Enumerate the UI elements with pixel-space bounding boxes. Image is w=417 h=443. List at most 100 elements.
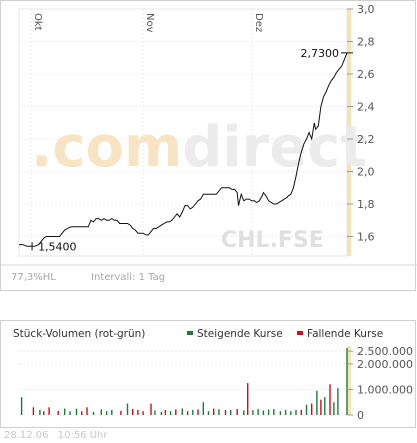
volume-y-tick-label: 2.500.000 (357, 345, 413, 358)
price-y-axis: 1,6 1,8 2,0 2,2 2,4 2,6 2,8 3,0 Okt Nov Dez (32, 3, 375, 244)
volume-bar (273, 409, 275, 415)
volume-bar (43, 411, 45, 415)
volume-bar (169, 411, 172, 415)
price-last-label: 2,7300 (301, 47, 340, 60)
volume-bar (160, 411, 163, 415)
volume-legend: Steigende Kurse Fallende Kurse (187, 328, 383, 340)
volume-bar (324, 397, 326, 415)
volume-bar (236, 409, 238, 415)
volume-bar (192, 409, 194, 415)
volume-chart: Stück-Volumen (rot-grün) Steigende Kurse… (13, 328, 413, 422)
volume-bar (120, 410, 122, 415)
legend-label: Fallende Kurse (307, 328, 383, 340)
volume-bar (150, 403, 152, 415)
volume-bars (20, 348, 348, 415)
volume-bar (154, 410, 156, 415)
price-y-tick-label: 2,6 (357, 68, 375, 81)
price-y-tick-label: 2,0 (357, 166, 375, 179)
volume-bar (267, 409, 270, 415)
volume-bar (218, 409, 220, 415)
volume-bar (320, 399, 322, 415)
volume-bar (316, 390, 318, 415)
volume-bar (279, 411, 282, 415)
volume-bar (57, 410, 59, 415)
volume-bar (230, 409, 232, 415)
price-x-tick-label: Okt (32, 13, 43, 31)
watermark-symbol: CHL.FSE (221, 228, 324, 253)
volume-bar (202, 402, 204, 415)
volume-right-band (347, 346, 351, 415)
price-low-label: 1,5400 (38, 240, 77, 253)
volume-bar (207, 411, 210, 415)
interval-label: Intervall: 1 Tag (91, 272, 165, 283)
price-y-tick-label: 1,6 (357, 231, 375, 244)
volume-y-tick-label: 0 (357, 409, 364, 422)
price-right-band (347, 9, 351, 256)
volume-bar (132, 408, 134, 415)
price-x-tick-label: Dez (253, 13, 264, 32)
volume-bar (252, 410, 254, 415)
footer-date: 28.12.06 (4, 430, 49, 441)
volume-bar (69, 411, 71, 415)
hl-percentage: 77,3%HL (11, 272, 56, 283)
volume-bar (186, 411, 189, 415)
price-y-tick-label: 2,8 (357, 36, 375, 49)
price-y-tick-label: 3,0 (357, 3, 375, 16)
volume-bar (284, 409, 287, 415)
volume-y-tick-label: 2.000.000 (357, 358, 413, 371)
volume-bar (32, 407, 35, 415)
volume-bar (181, 408, 183, 415)
price-series-line (19, 52, 348, 247)
price-x-tick-label: Nov (144, 13, 155, 33)
volume-bar (300, 409, 302, 415)
footer-time: 10:56 Uhr (57, 430, 108, 441)
volume-bar (100, 409, 102, 415)
volume-bar (137, 409, 139, 415)
volume-bar (290, 411, 292, 415)
volume-bar (20, 397, 23, 415)
svg-text:.comdirect: .comdirect (31, 115, 367, 180)
volume-bar (64, 408, 66, 415)
volume-bar (142, 411, 144, 415)
volume-bar (39, 409, 41, 415)
volume-bar (175, 409, 177, 415)
volume-bar (92, 411, 95, 415)
price-grid (18, 8, 351, 257)
price-chart-panel: .comdirect CHL.FSE 2,7300 1,5400 1,6 1,8 2,… (0, 0, 417, 291)
volume-bar (111, 409, 113, 415)
volume-bar (81, 411, 83, 415)
volume-bar (305, 404, 308, 415)
price-y-tick-label: 1,8 (357, 198, 375, 211)
volume-bar (257, 409, 259, 415)
watermark-brand-light: .com (31, 115, 182, 180)
footer-timestamp: 28.12.06 10:56 Uhr (4, 430, 113, 441)
volume-bar (243, 410, 245, 415)
volume-chart-panel: Stück-Volumen (rot-grün) Steigende Kurse… (0, 320, 416, 428)
volume-bar (311, 403, 313, 415)
volume-bar (295, 409, 297, 415)
volume-bar (329, 384, 331, 415)
price-y-tick-label: 2,4 (357, 101, 375, 114)
price-chart: .comdirect CHL.FSE 2,7300 1,5400 1,6 1,8 2,… (1, 3, 417, 283)
volume-title: Stück-Volumen (rot-grün) (13, 328, 145, 340)
price-y-tick-label: 2,2 (357, 133, 375, 146)
volume-bar (224, 409, 227, 415)
price-marks: 2,7300 1,5400 (19, 47, 353, 253)
volume-bar (247, 383, 249, 415)
volume-bar (126, 403, 129, 415)
volume-bar (337, 388, 339, 415)
volume-bar (75, 408, 78, 415)
volume-bar (48, 407, 50, 415)
volume-bar (333, 402, 335, 415)
watermark: .comdirect CHL.FSE (31, 115, 367, 253)
volume-bar (213, 408, 215, 415)
volume-bar (262, 410, 265, 415)
volume-y-tick-label: 1.000.000 (357, 383, 413, 396)
volume-bar (346, 348, 348, 415)
volume-grid (19, 346, 351, 416)
legend-label: Steigende Kurse (197, 328, 283, 340)
watermark-brand-dark: direct (182, 115, 367, 180)
legend-swatch (297, 331, 303, 335)
volume-bar (105, 411, 108, 415)
volume-bar (197, 409, 199, 415)
